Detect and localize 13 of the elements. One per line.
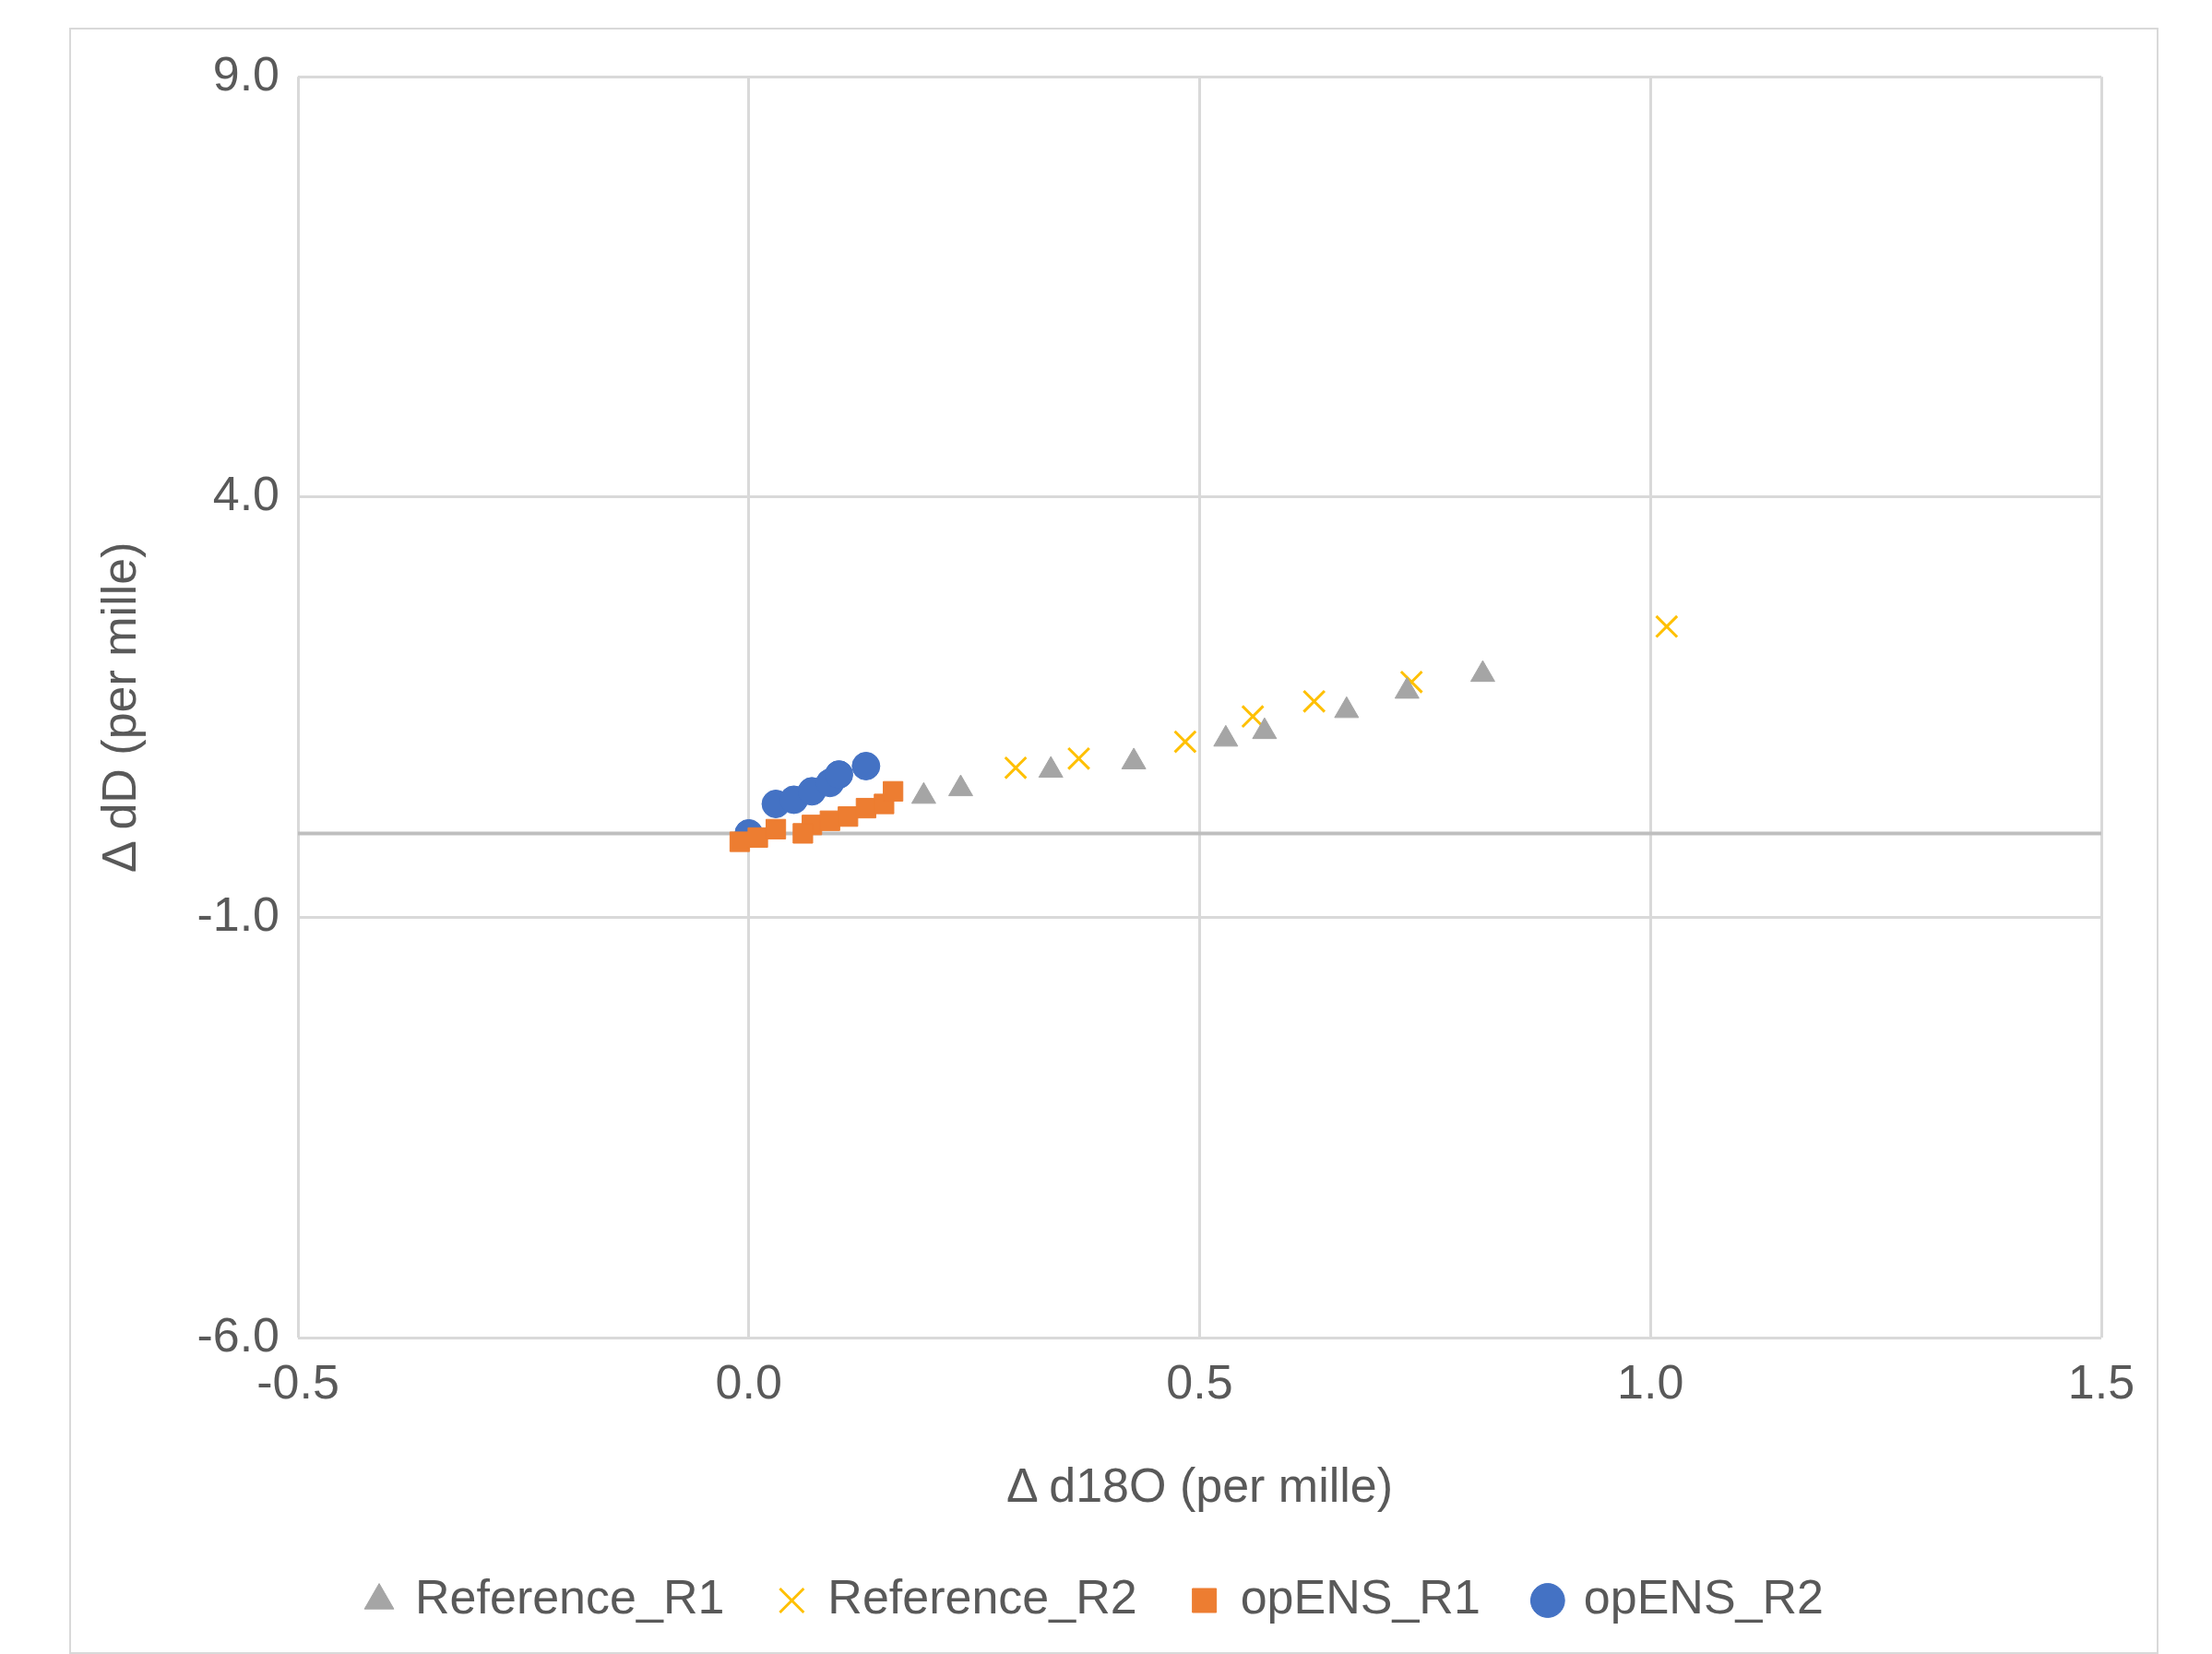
x-tick-label: 1.5 bbox=[2067, 1354, 2135, 1409]
legend-label: Reference_R2 bbox=[827, 1570, 1137, 1624]
x-tick-label: 0.5 bbox=[1166, 1354, 1233, 1409]
legend-label: opENS_R1 bbox=[1240, 1570, 1481, 1624]
y-tick-label: 9.0 bbox=[212, 46, 279, 101]
x-tick-label: 0.0 bbox=[715, 1354, 782, 1409]
y-axis-title: Δ dD (per mille) bbox=[91, 541, 146, 873]
legend-label: Reference_R1 bbox=[415, 1570, 725, 1624]
y-tick-label: -1.0 bbox=[196, 886, 279, 941]
x-tick-label: 1.0 bbox=[1617, 1354, 1684, 1409]
legend-label: opENS_R2 bbox=[1583, 1570, 1824, 1624]
y-tick-label: 4.0 bbox=[212, 467, 279, 521]
x-axis-title: Δ d18O (per mille) bbox=[1005, 1458, 1394, 1513]
